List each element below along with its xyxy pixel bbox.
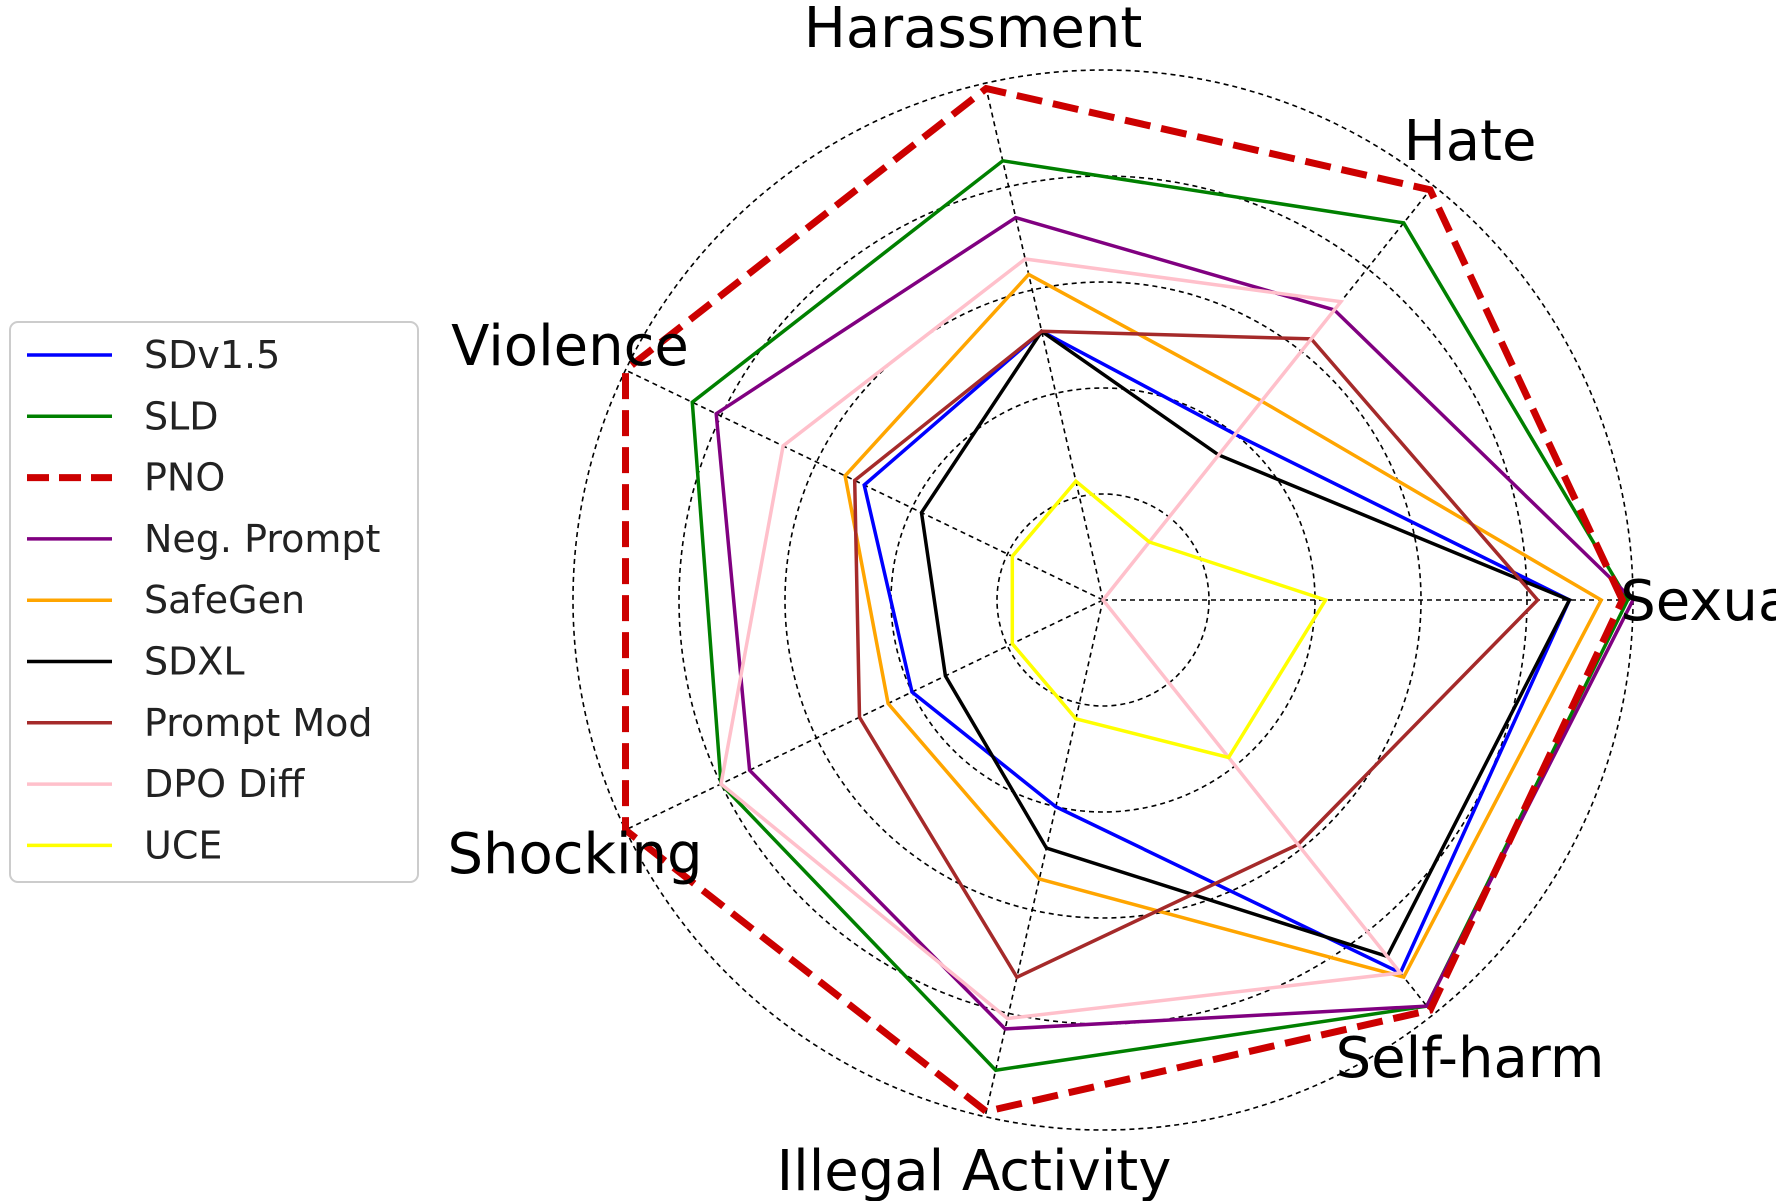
legend-label-pno: PNO: [144, 456, 225, 500]
legend-label-neg-prompt: Neg. Prompt: [144, 517, 380, 561]
axis-label-violence: Violence: [451, 314, 689, 379]
axis-label-sexual: Sexual: [1620, 569, 1776, 634]
series-dpo-diff: [719, 257, 1404, 1021]
legend-label-prompt-mod: Prompt Mod: [144, 701, 373, 745]
spoke-shocking: [625, 599, 1104, 831]
series-neg-prompt: [714, 215, 1636, 1031]
legend-label-sdxl: SDXL: [144, 640, 245, 684]
legend-label-uce: UCE: [144, 823, 222, 867]
legend-label-sdv1-5: SDv1.5: [144, 333, 280, 377]
axis-label-shocking: Shocking: [447, 822, 702, 887]
legend-label-dpo-diff: DPO Diff: [144, 762, 305, 806]
axis-label-self-harm: Self-harm: [1336, 1026, 1605, 1091]
spoke-harassment: [984, 83, 1104, 601]
legend-label-safegen: SafeGen: [144, 578, 305, 622]
axis-label-hate: Hate: [1404, 109, 1537, 174]
series-sld: [690, 158, 1630, 1073]
series-sdv1-5: [862, 329, 1572, 976]
series-uce: [1010, 478, 1329, 760]
series-safegen: [843, 272, 1604, 980]
series-sdxl: [919, 328, 1572, 959]
spoke-illegal-activity: [984, 599, 1104, 1117]
axis-label-harassment: Harassment: [804, 0, 1143, 61]
grid-ring-1: [996, 493, 1210, 707]
radar-series: [622, 84, 1636, 1116]
series-prompt-mod: [852, 329, 1540, 980]
legend-label-sld: SLD: [144, 394, 219, 438]
axis-label-illegal-activity: Illegal Activity: [777, 1139, 1172, 1201]
series-pno: [622, 84, 1627, 1116]
legend-frame: [9, 321, 419, 883]
legend: SDv1.5 SLD PNO Neg. Prompt SafeGen SDXL Prompt…: [9, 321, 419, 883]
axis-labels: Sexual Hate Harassment Violence Shocking Ille…: [447, 0, 1776, 1201]
